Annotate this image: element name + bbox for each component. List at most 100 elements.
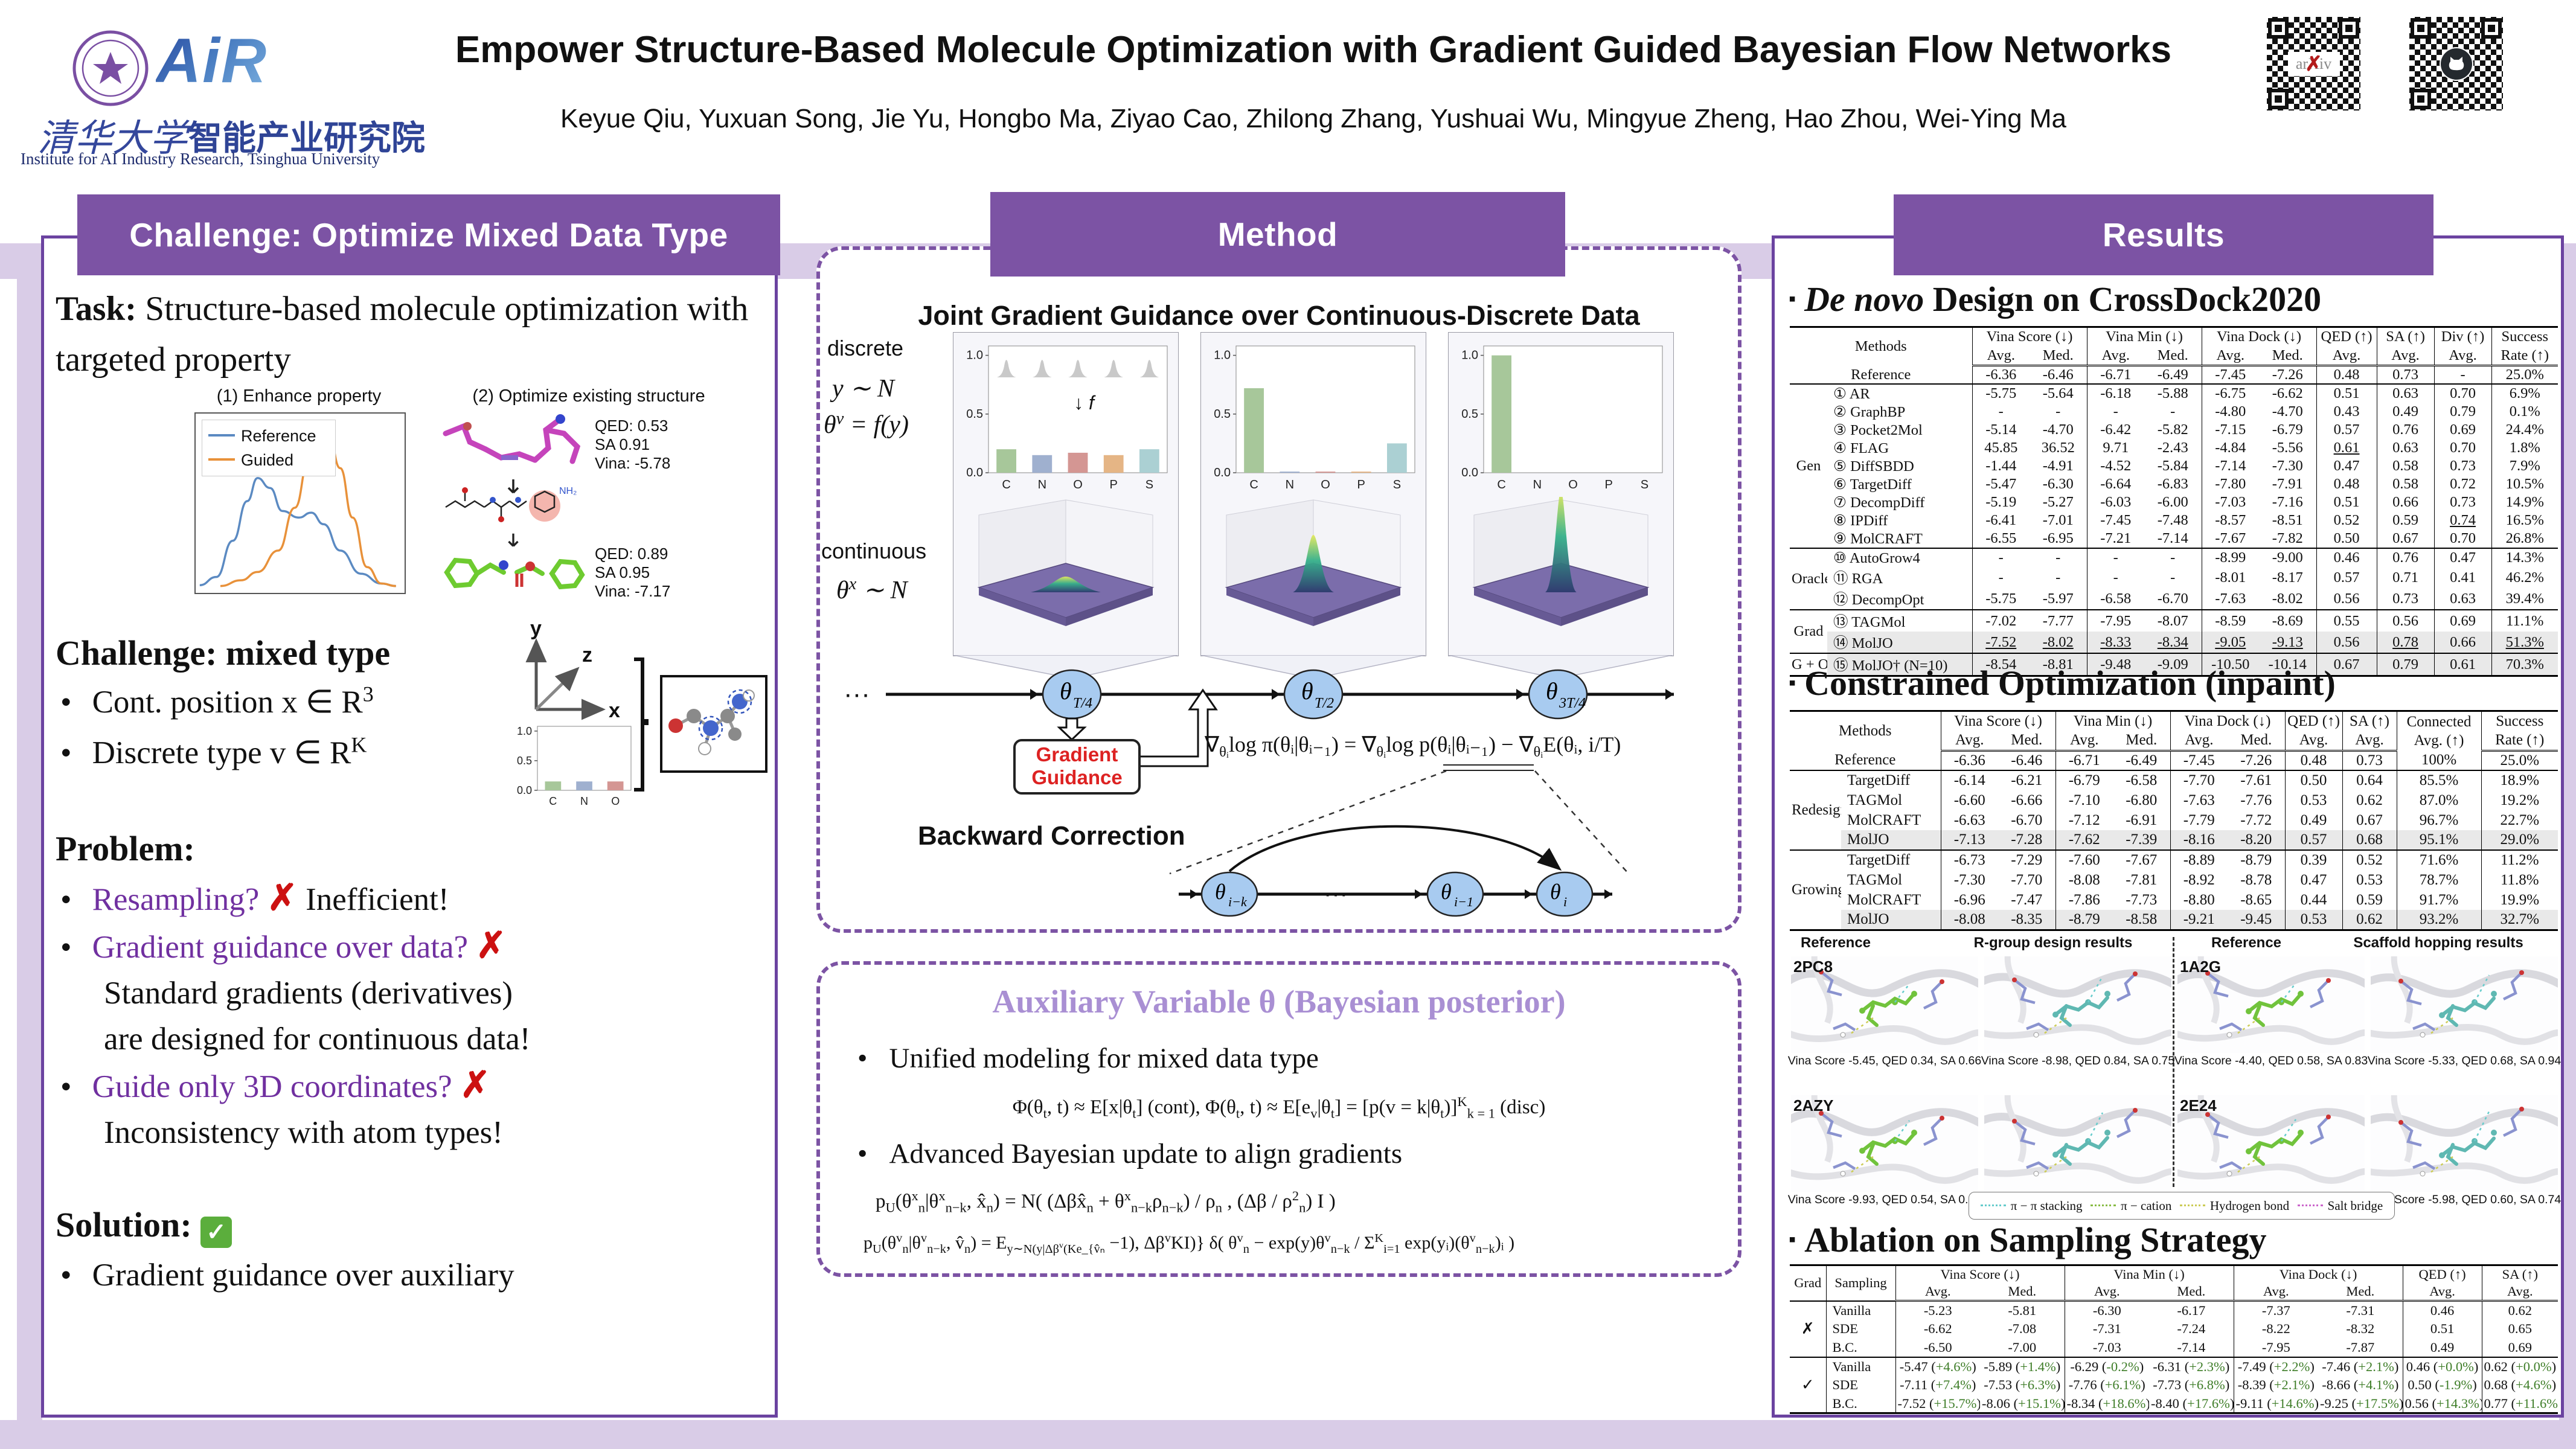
table-cell: -7.52 xyxy=(1972,632,2030,654)
table-cell: MolJO xyxy=(1841,910,1941,930)
qr-code-arxiv[interactable]: arXiv ✗ xyxy=(2266,16,2362,112)
table-cell: -7.70 xyxy=(2011,871,2043,888)
legend-entry: π − cation xyxy=(2091,1198,2171,1214)
table-cell: 10.5% xyxy=(2491,475,2558,494)
results-header-bar: Results xyxy=(1894,194,2433,275)
table-cell: -8.02 xyxy=(2272,590,2303,607)
svg-text:S: S xyxy=(1393,478,1401,491)
vina-value: Vina: -5.78 xyxy=(595,454,671,472)
table-cell: -8.39 (+2.1%) xyxy=(2233,1375,2319,1395)
table-cell: -6.55 xyxy=(1972,529,2030,549)
table-cell: 0.69 xyxy=(2481,1338,2558,1357)
table-cell: 0.52 xyxy=(2342,850,2397,870)
svg-text:N: N xyxy=(1038,478,1046,491)
table-cell: -6.79 xyxy=(2272,421,2303,438)
aux-bullet-unified: • Unified modeling for mixed data type xyxy=(857,1043,1319,1074)
svg-text:···: ··· xyxy=(844,679,870,709)
table-cell: 22.7% xyxy=(2481,810,2558,830)
table-cell: -8.59 xyxy=(2201,610,2260,632)
svg-text:C: C xyxy=(1249,478,1258,491)
table-cell: 0.56 xyxy=(2316,632,2377,654)
svg-text:i−k: i−k xyxy=(1228,894,1248,909)
table-cell: 0.61 xyxy=(2433,653,2492,676)
square-bullet-icon: ▪ xyxy=(1789,1229,1796,1251)
table-cell: -7.82 xyxy=(2272,530,2303,547)
table-cell: 19.9% xyxy=(2481,890,2558,910)
table-cell: ⑪ RGA xyxy=(1833,571,1883,587)
svg-text:θ: θ xyxy=(1546,677,1558,705)
table-cell: -8.17 xyxy=(2272,569,2303,586)
molecule-caption: Vina Score -5.98, QED 0.60, SA 0.74 xyxy=(2367,1193,2562,1206)
discrete-eq-y: y ∼ N xyxy=(832,375,894,403)
table-cell: - xyxy=(2433,365,2492,385)
legend-line-reference xyxy=(208,434,235,437)
table-cell: -7.60 xyxy=(2055,850,2113,870)
table-cell: -7.31 xyxy=(2064,1319,2150,1339)
table-cell: -7.31 xyxy=(2346,1303,2375,1318)
molecule-render: 2E24 xyxy=(2169,1089,2379,1192)
table-cell: 11.8% xyxy=(2481,870,2558,890)
continuous-surface-plot xyxy=(1472,497,1650,626)
table-cell: Vanilla xyxy=(1825,1357,1895,1376)
legend-entry: Salt bridge xyxy=(2297,1198,2383,1214)
table-cell: 0.73 xyxy=(2342,750,2397,770)
constrained-table: Methods Vina Score (↓) Vina Min (↓) Vina Do… xyxy=(1790,710,2558,931)
auxiliary-panel xyxy=(816,961,1741,1277)
heading-constrained: ▪ Constrained Optimization (inpaint) xyxy=(1789,664,2336,703)
column-gap xyxy=(778,279,816,1420)
table-cell: -8.89 xyxy=(2170,850,2228,870)
table-cell: 0.68 (+4.6%) xyxy=(2481,1375,2558,1395)
table-cell: -6.60 xyxy=(1940,790,1998,810)
table-cell: -8.66 (+4.1%) xyxy=(2322,1377,2399,1393)
molecule-caption: Vina Score -4.40, QED 0.58, SA 0.83 xyxy=(2174,1054,2368,1067)
table-cell: -6.71 xyxy=(2055,750,2113,770)
atom-type-mini-chart: 0.0 0.5 1.0 C N O xyxy=(517,725,632,806)
table-cell: 24.4% xyxy=(2491,421,2558,440)
table-row: ✗ Vanilla -5.23 -5.81 -6.30 -6.17 -7.37 -7.31 0.… xyxy=(1790,1300,2558,1357)
svg-text:0.5: 0.5 xyxy=(1461,408,1478,421)
table-cell: ⑥ TargetDiff xyxy=(1833,476,1912,493)
table-cell: -6.91 xyxy=(2126,811,2158,828)
table-header-row: Methods Vina Score (↓) Vina Min (↓) Vina Do… xyxy=(1790,327,2558,367)
table-cell: 0.56 (+14.3%) xyxy=(2402,1394,2482,1413)
discrete-bar-chart: 0.0 0.5 1.0 C N O P S xyxy=(1461,345,1663,491)
table-cell: 0.50 xyxy=(2284,770,2343,790)
table-cell: 0.70 xyxy=(2433,384,2492,403)
discrete-label: discrete xyxy=(827,336,904,360)
problem-line: Inconsistency with atom types! xyxy=(104,1115,503,1150)
table-row: ⑫ DecompOpt -5.75 -5.97 -6.58 -6.70 -7.63 -8.0… xyxy=(1790,588,2558,610)
discrete-eq-theta: θv = f(y) xyxy=(824,409,909,439)
aux-eq-px: pU(θxn|θxn−k, x̂n) = N( (Δβx̂n + θxn−kρn… xyxy=(876,1188,1336,1215)
table-cell: 0.47 xyxy=(2284,870,2343,890)
air-logo: AiR xyxy=(156,26,268,96)
qed-value: QED: 0.53 xyxy=(595,417,668,435)
table-cell: -8.16 xyxy=(2170,830,2228,850)
table-cell: -6.83 xyxy=(2157,476,2188,493)
table-cell: -8.08 xyxy=(1940,910,1998,930)
qr-code-github[interactable] xyxy=(2408,16,2504,112)
grad-flag: ✓ xyxy=(1790,1356,1826,1413)
col-group: Vina Score (↓) xyxy=(1972,327,2087,347)
table-cell: -7.11 (+7.4%) xyxy=(1895,1375,1980,1395)
guidance-equation: ∇θᵢlog π(θᵢ|θᵢ₋₁) = ∇θᵢlog p(θᵢ|θᵢ₋₁) − … xyxy=(1205,732,1621,761)
poster-header: AiR 清华大学 智能产业研究院 Institute for AI Indust… xyxy=(0,0,2576,181)
table-cell: -6.70 xyxy=(2157,590,2188,607)
svg-text:O: O xyxy=(1568,478,1578,491)
table-cell: -7.16 xyxy=(2272,494,2303,511)
table-cell: -5.88 xyxy=(2157,385,2188,402)
table-row: Growing TargetDiff -6.73 -7.29 -7.60 -7.67 -8.… xyxy=(1790,849,2558,930)
table-cell: - xyxy=(2086,403,2145,421)
table-cell: -6.79 xyxy=(2055,770,2113,790)
table-cell: 87.0% xyxy=(2396,790,2482,810)
col-sampling: Sampling xyxy=(1825,1265,1895,1301)
table-cell: 0.49 xyxy=(2284,810,2343,830)
table-cell: -7.21 xyxy=(2086,529,2145,549)
svg-text:P: P xyxy=(1110,478,1118,491)
table-cell: TAGMol xyxy=(1847,792,1903,808)
logo-chinese-institute: 智能产业研究院 xyxy=(188,119,425,157)
cross-icon: ✗ xyxy=(460,1065,491,1105)
legend-dash-icon xyxy=(2297,1204,2323,1206)
table-cell: -5.14 xyxy=(1972,421,2030,440)
table-cell: 0.62 xyxy=(2481,1300,2558,1320)
table-cell: -6.58 xyxy=(2126,772,2158,788)
